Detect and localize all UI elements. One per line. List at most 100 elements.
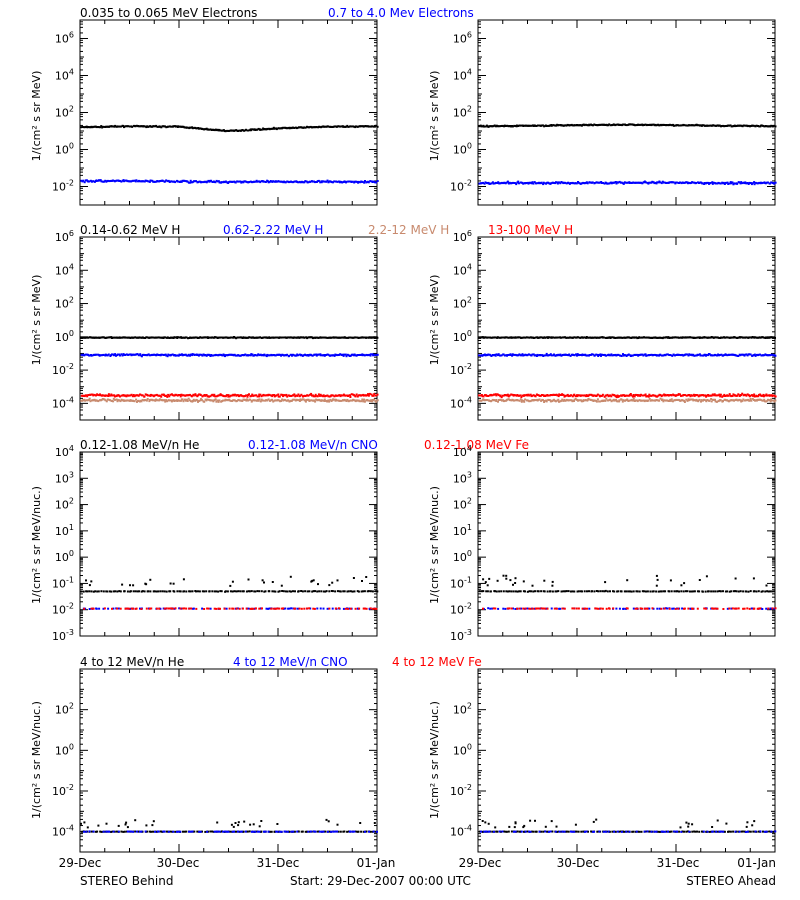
data-point <box>558 607 561 610</box>
data-point <box>232 607 235 610</box>
data-point <box>728 590 731 593</box>
data-point <box>531 181 534 184</box>
data-point <box>550 354 553 357</box>
data-point <box>318 590 321 593</box>
data-point <box>82 399 85 401</box>
data-point <box>728 124 731 127</box>
data-point <box>560 181 563 183</box>
data-point <box>229 584 232 587</box>
data-point <box>108 590 111 593</box>
series-0-62-2-22-mev-h <box>80 353 379 358</box>
data-point <box>314 400 317 403</box>
data-point <box>133 395 136 398</box>
data-point <box>541 394 544 397</box>
data-point <box>253 180 256 183</box>
data-point <box>726 336 729 339</box>
data-point <box>737 590 740 593</box>
data-point <box>325 354 327 356</box>
data-point <box>346 124 349 127</box>
y-tick-label: 10-2 <box>450 602 472 617</box>
data-point <box>629 355 632 357</box>
data-point <box>680 584 683 587</box>
data-point <box>176 400 179 402</box>
data-point <box>273 394 275 396</box>
data-point <box>640 353 643 356</box>
data-point <box>372 607 375 610</box>
data-point <box>368 336 371 339</box>
data-point <box>600 354 602 357</box>
data-point <box>313 399 316 402</box>
data-point <box>245 399 248 402</box>
data-point <box>634 393 637 396</box>
data-point <box>548 399 550 401</box>
data-point <box>328 400 331 403</box>
data-point <box>700 400 702 403</box>
data-point <box>291 399 293 402</box>
data-point <box>480 590 483 593</box>
data-point <box>634 124 636 127</box>
data-point <box>501 125 504 127</box>
data-point <box>96 590 99 593</box>
data-point <box>86 395 89 398</box>
data-point <box>228 395 231 398</box>
data-point <box>356 395 359 398</box>
data-point <box>324 590 327 593</box>
data-point <box>663 399 666 402</box>
data-point <box>344 353 347 356</box>
data-point <box>236 607 239 610</box>
data-point <box>108 125 111 128</box>
data-point <box>185 590 188 593</box>
data-point <box>309 399 312 402</box>
data-point <box>657 394 660 397</box>
data-point <box>356 590 359 593</box>
data-point <box>602 336 605 339</box>
data-point <box>753 399 755 401</box>
data-point <box>627 181 630 184</box>
data-point <box>206 607 209 610</box>
data-point <box>546 590 549 593</box>
data-point <box>277 353 280 356</box>
data-point <box>316 590 319 593</box>
data-point <box>660 182 663 185</box>
data-point <box>615 396 618 399</box>
data-point <box>307 354 310 357</box>
data-point <box>325 590 328 593</box>
data-point <box>744 181 747 184</box>
data-point <box>517 336 520 339</box>
data-point <box>620 590 623 593</box>
data-point <box>680 354 682 357</box>
data-point <box>606 590 609 593</box>
data-point <box>191 607 194 610</box>
data-point <box>749 394 752 397</box>
data-point <box>97 336 99 339</box>
data-point <box>333 395 336 398</box>
data-point <box>80 126 82 129</box>
data-point <box>343 590 346 593</box>
data-point <box>522 354 525 357</box>
data-point <box>374 590 377 593</box>
data-point <box>497 125 500 128</box>
data-point <box>724 125 727 127</box>
data-point <box>233 590 236 593</box>
data-point <box>729 124 732 127</box>
data-point <box>112 394 115 397</box>
data-point <box>178 336 181 339</box>
data-point <box>491 398 494 401</box>
y-tick-label: 100 <box>453 329 472 344</box>
data-point <box>676 399 678 401</box>
data-point <box>538 182 541 185</box>
data-point <box>88 397 91 400</box>
data-point <box>102 353 105 356</box>
data-point <box>300 353 303 356</box>
data-point <box>275 394 278 397</box>
series-0-12-1-08-mev-n-he <box>80 575 379 593</box>
data-point <box>129 590 132 593</box>
data-point <box>194 336 197 339</box>
data-point <box>629 590 632 593</box>
data-point <box>372 354 375 357</box>
data-point <box>747 590 750 593</box>
data-point <box>290 607 293 610</box>
data-point <box>536 394 539 396</box>
data-point <box>149 336 151 339</box>
